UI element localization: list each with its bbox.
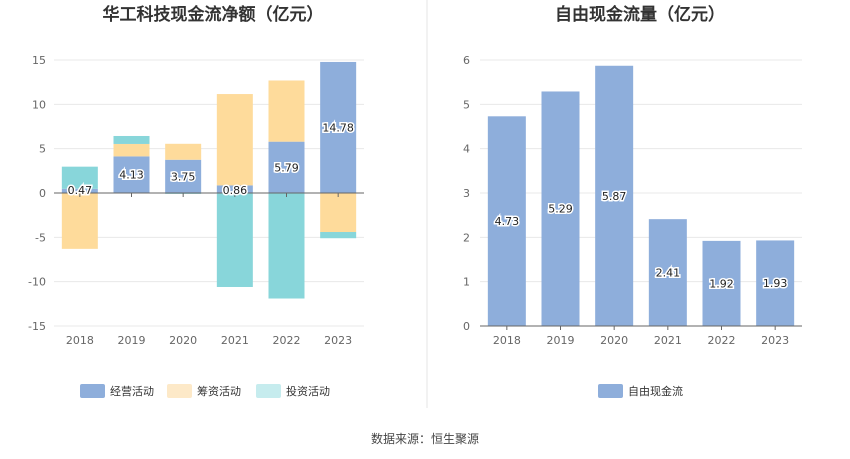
y-tick-label: 1: [463, 276, 470, 289]
data-label: 4.73: [495, 215, 520, 228]
bar-investing: [216, 193, 253, 287]
bar-financing: [268, 80, 305, 142]
bar-financing: [113, 143, 150, 157]
x-tick-label: 2022: [708, 334, 736, 347]
bar-free-cash-flow: [541, 91, 580, 326]
bar-free-cash-flow: [702, 240, 741, 326]
y-tick-label: 6: [463, 54, 470, 67]
bar-financing: [165, 143, 202, 160]
bar-investing: [268, 193, 305, 299]
legend-swatch[interactable]: [80, 384, 105, 398]
chart-title: 华工科技现金流净额（亿元）: [103, 4, 324, 25]
legend-label[interactable]: 投资活动: [286, 384, 330, 398]
data-label: 5.87: [602, 190, 627, 203]
legend-label[interactable]: 自由现金流: [628, 384, 683, 398]
y-tick-label: 15: [32, 54, 46, 67]
x-tick-label: 2020: [600, 334, 628, 347]
bar-investing: [113, 135, 150, 144]
data-label: 2.41: [656, 267, 681, 280]
bar-operating: [268, 141, 305, 193]
data-label: 0.47: [68, 184, 93, 197]
x-tick-label: 2021: [221, 334, 249, 347]
bar-investing: [320, 232, 357, 239]
x-tick-label: 2019: [118, 334, 146, 347]
legend-swatch[interactable]: [167, 384, 192, 398]
bar-operating: [165, 159, 202, 193]
legend-label[interactable]: 筹资活动: [197, 384, 241, 398]
y-tick-label: 4: [463, 143, 470, 156]
x-tick-label: 2021: [654, 334, 682, 347]
cash-flow-net-chart: 华工科技现金流净额（亿元） -15 -10 -5 0 5 10 15 2018 2019 2020 2…: [28, 4, 364, 398]
bar-operating: [61, 188, 98, 193]
x-tick-label: 2022: [273, 334, 301, 347]
legend-label[interactable]: 经营活动: [110, 384, 154, 398]
data-label: 5.29: [548, 203, 573, 216]
legend-swatch[interactable]: [256, 384, 281, 398]
data-label: 4.13: [119, 169, 144, 182]
y-tick-label: 5: [39, 143, 46, 156]
bar-free-cash-flow: [487, 116, 526, 326]
bar-financing: [61, 193, 98, 249]
bar-operating: [320, 61, 357, 193]
bar-free-cash-flow: [756, 240, 795, 326]
data-label: 1.93: [763, 277, 788, 290]
x-tick-label: 2019: [547, 334, 575, 347]
data-label: 5.79: [274, 161, 299, 174]
data-label: 1.92: [709, 277, 734, 290]
bar-financing: [216, 94, 253, 186]
data-label: 0.86: [223, 184, 248, 197]
y-tick-label: -10: [28, 276, 46, 289]
y-tick-label: 0: [463, 320, 470, 333]
x-tick-label: 2018: [493, 334, 521, 347]
x-tick-label: 2018: [66, 334, 94, 347]
y-tick-label: 2: [463, 231, 470, 244]
y-tick-label: -15: [28, 320, 46, 333]
data-label: 3.75: [171, 170, 196, 183]
data-label: 14.78: [322, 121, 354, 134]
y-tick-label: 3: [463, 187, 470, 200]
bar-free-cash-flow: [648, 219, 687, 326]
chart-title: 自由现金流量（亿元）: [555, 4, 725, 25]
legend-swatch[interactable]: [598, 384, 623, 398]
bar-operating: [216, 185, 253, 193]
y-tick-label: 5: [463, 98, 470, 111]
y-tick-label: 0: [39, 187, 46, 200]
data-source: 数据来源：恒生聚源: [371, 431, 479, 446]
bar-operating: [113, 156, 150, 193]
free-cash-flow-chart: 自由现金流量（亿元） 0 1 2 3 4 5 6 4.73 2018 5.29 2019 5.87 202…: [463, 4, 802, 398]
y-tick-label: -5: [35, 231, 46, 244]
x-tick-label: 2023: [761, 334, 789, 347]
bar-financing: [320, 193, 357, 233]
y-tick-label: 10: [32, 98, 46, 111]
bar-free-cash-flow: [595, 65, 634, 326]
bar-investing: [61, 166, 98, 189]
x-tick-label: 2023: [324, 334, 352, 347]
x-tick-label: 2020: [169, 334, 197, 347]
